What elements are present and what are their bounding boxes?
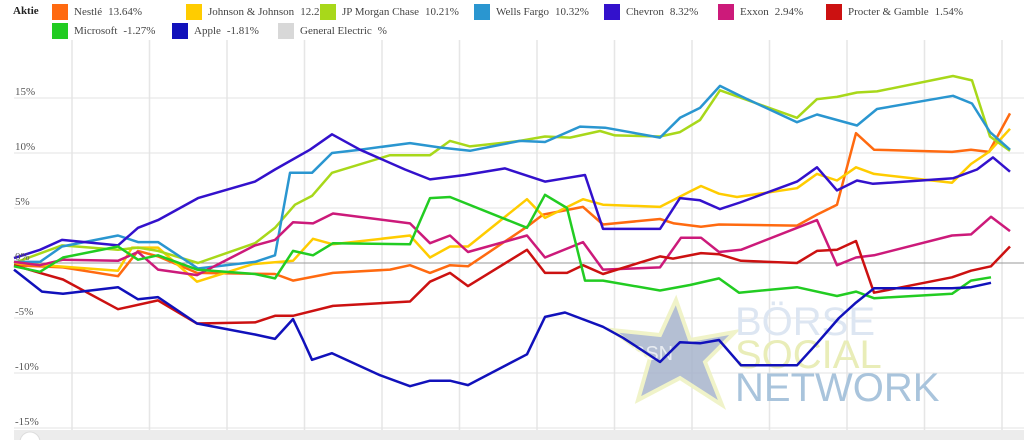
legend-swatch bbox=[278, 23, 294, 39]
legend-label: Procter & Gamble bbox=[848, 6, 929, 18]
legend-item[interactable]: Wells Fargo 10.32% bbox=[474, 4, 589, 20]
legend-value: 13.64% bbox=[108, 6, 143, 18]
legend: Aktie Nestlé 13.64% Johnson & Johnson 12.22… bbox=[0, 0, 1024, 40]
legend-swatch bbox=[320, 4, 336, 20]
legend-item[interactable]: JP Morgan Chase 10.21% bbox=[320, 4, 459, 20]
legend-item[interactable]: Nestlé 13.64% bbox=[52, 4, 142, 20]
legend-label: Chevron bbox=[626, 6, 664, 18]
legend-value: % bbox=[377, 25, 387, 37]
series-line-johnson-johnson[interactable] bbox=[13, 127, 1011, 283]
legend-label: General Electric bbox=[300, 25, 372, 37]
legend-label: Apple bbox=[194, 25, 221, 37]
y-tick-label: -5% bbox=[15, 306, 33, 318]
legend-value: -1.81% bbox=[226, 25, 259, 37]
legend-value: 2.94% bbox=[774, 6, 804, 18]
range-scrollbar[interactable] bbox=[14, 430, 1024, 440]
legend-swatch bbox=[52, 4, 68, 20]
legend-value: 10.21% bbox=[425, 6, 459, 18]
legend-swatch bbox=[604, 4, 620, 20]
legend-swatch bbox=[172, 23, 188, 39]
y-axis-labels: 15% 10% 5% 0% -5% -10% -15% bbox=[15, 86, 39, 428]
legend-swatch bbox=[52, 23, 68, 39]
legend-swatch bbox=[826, 4, 842, 20]
legend-item[interactable]: Chevron 8.32% bbox=[604, 4, 698, 20]
legend-item[interactable]: General Electric% bbox=[278, 23, 387, 39]
y-tick-label: -15% bbox=[15, 416, 39, 428]
legend-item[interactable]: Microsoft -1.27% bbox=[52, 23, 155, 39]
series-line-jp-morgan-chase[interactable] bbox=[13, 74, 1011, 265]
legend-title: Aktie bbox=[13, 5, 39, 17]
y-tick-label: -10% bbox=[15, 361, 39, 373]
legend-label: Wells Fargo bbox=[496, 6, 549, 18]
legend-swatch bbox=[718, 4, 734, 20]
legend-value: 8.32% bbox=[669, 6, 699, 18]
watermark-line3: NETWORK bbox=[735, 366, 940, 410]
legend-swatch bbox=[474, 4, 490, 20]
y-tick-label: 15% bbox=[15, 86, 35, 98]
legend-value: 1.54% bbox=[934, 6, 964, 18]
legend-label: JP Morgan Chase bbox=[342, 6, 419, 18]
legend-label: Microsoft bbox=[74, 25, 118, 37]
series-line-microsoft[interactable] bbox=[13, 193, 992, 300]
legend-item[interactable]: Procter & Gamble 1.54% bbox=[826, 4, 963, 20]
scrollbar-handle[interactable] bbox=[19, 431, 41, 440]
series-line-chevron[interactable] bbox=[13, 133, 1011, 260]
legend-item[interactable]: Exxon 2.94% bbox=[718, 4, 803, 20]
series-line-apple[interactable] bbox=[13, 268, 992, 388]
watermark-star-icon bbox=[604, 294, 741, 411]
legend-value: 10.32% bbox=[555, 6, 589, 18]
legend-label: Johnson & Johnson bbox=[208, 6, 295, 18]
series-line-wells-fargo[interactable] bbox=[14, 84, 1011, 270]
y-tick-label: 5% bbox=[15, 196, 30, 208]
series-line-exxon[interactable] bbox=[13, 212, 1011, 277]
series-lines bbox=[13, 74, 1012, 388]
legend-label: Nestlé bbox=[74, 6, 103, 18]
watermark: BSN BÖRSE SOCIAL NETWORK bbox=[604, 294, 940, 411]
legend-label: Exxon bbox=[740, 6, 769, 18]
legend-value: -1.27% bbox=[123, 25, 156, 37]
legend-item[interactable]: Apple -1.81% bbox=[172, 23, 259, 39]
series-line-procter-gamble[interactable] bbox=[13, 239, 1011, 325]
legend-swatch bbox=[186, 4, 202, 20]
watermark-line2: SOCIAL bbox=[735, 333, 882, 377]
y-tick-label: 0% bbox=[15, 251, 30, 263]
y-tick-label: 10% bbox=[15, 141, 35, 153]
